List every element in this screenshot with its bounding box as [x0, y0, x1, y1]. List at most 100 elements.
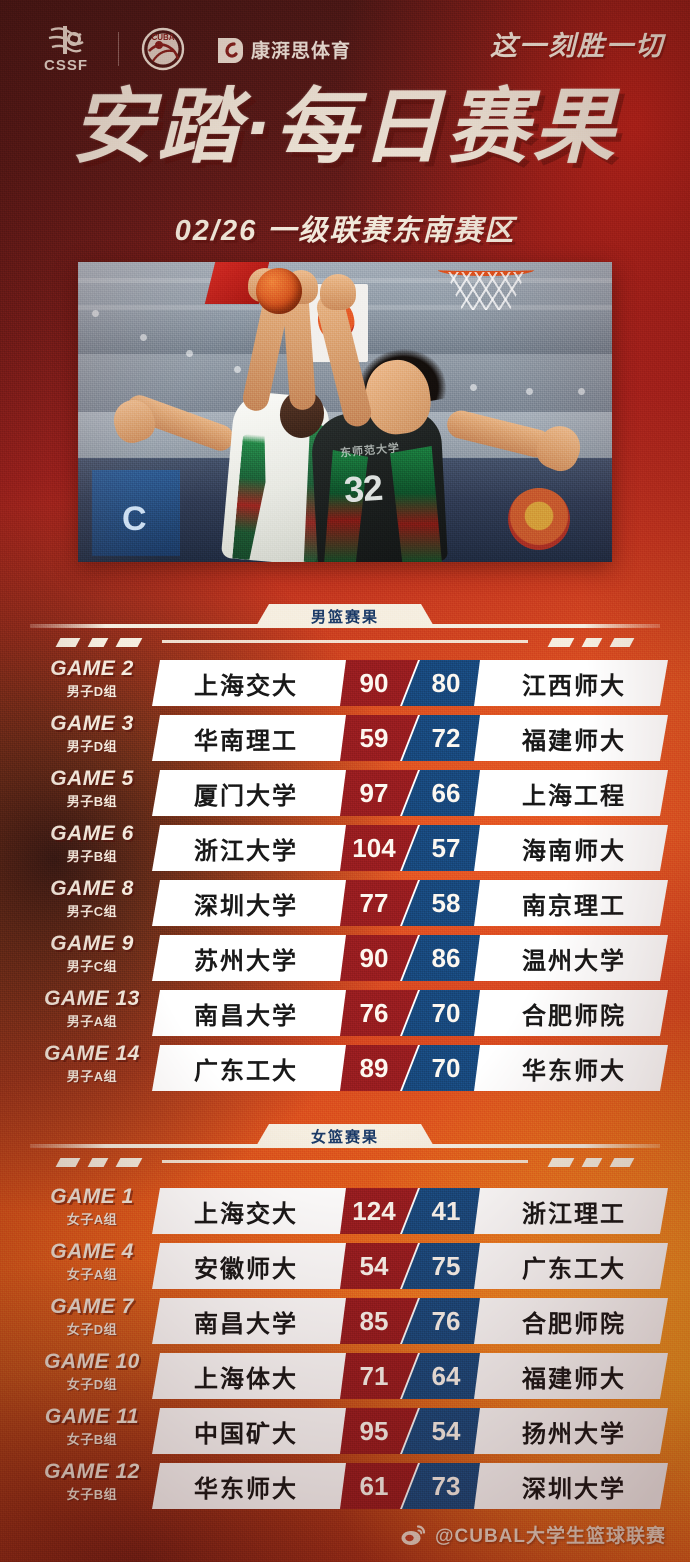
- game-group: 女子A组: [66, 1267, 118, 1283]
- game-label: GAME 4 女子A组: [22, 1240, 162, 1283]
- game-group: 女子A组: [66, 1212, 118, 1228]
- page-title: 安踏·每日赛果: [71, 82, 619, 173]
- home-team-name: 深圳大学: [194, 892, 298, 920]
- home-score: 61: [340, 1463, 418, 1509]
- game-result-row: GAME 14 男子A组 广东工大 89 70 华东师大: [0, 1042, 690, 1091]
- game-result-row: GAME 3 男子D组 华南理工 59 72 福建师大: [0, 712, 690, 761]
- footer-watermark: @CUBAL大学生篮球联赛: [401, 1521, 666, 1548]
- game-group: 男子C组: [66, 904, 118, 920]
- away-team-name: 海南师大: [522, 837, 626, 865]
- game-number: GAME 3: [50, 712, 134, 735]
- game-group: 女子D组: [66, 1322, 118, 1338]
- game-result-row: GAME 11 女子B组 中国矿大 95 54 扬州大学: [0, 1405, 690, 1454]
- game-label: GAME 3 男子D组: [22, 712, 162, 755]
- game-group: 男子A组: [66, 1069, 118, 1085]
- game-number: GAME 10: [44, 1350, 140, 1373]
- home-team-name: 安徽师大: [194, 1255, 298, 1283]
- photo-player-hand: [320, 274, 356, 310]
- header-bar: CSSF CUBA 康湃思体育: [0, 22, 690, 76]
- band-line: [162, 1160, 528, 1163]
- cssf-logo: CSSF: [34, 24, 98, 74]
- page-subtitle: 02/26 一级联赛东南赛区: [174, 215, 516, 247]
- game-result-row: GAME 13 男子A组 南昌大学 76 70 合肥师院: [0, 987, 690, 1036]
- game-label: GAME 6 男子B组: [22, 822, 162, 865]
- match-strip: 深圳大学 77 58 南京理工: [152, 880, 668, 926]
- home-team-name: 上海交大: [194, 1200, 298, 1228]
- away-team-name: 南京理工: [522, 892, 626, 920]
- match-strip: 中国矿大 95 54 扬州大学: [152, 1408, 668, 1454]
- home-team-name: 厦门大学: [194, 782, 298, 810]
- game-label: GAME 11 女子B组: [22, 1405, 162, 1448]
- score-box: 90 80: [340, 660, 480, 706]
- game-number: GAME 8: [50, 877, 134, 900]
- section-label-text: 男篮赛果: [310, 608, 380, 626]
- away-team-name: 深圳大学: [522, 1475, 626, 1503]
- match-strip: 华南理工 59 72 福建师大: [152, 715, 668, 761]
- home-score: 97: [340, 770, 418, 816]
- score-box: 71 64: [340, 1353, 480, 1399]
- score-box: 61 73: [340, 1463, 480, 1509]
- svg-text:CUBA: CUBA: [151, 33, 174, 42]
- home-team-name: 南昌大学: [194, 1002, 298, 1030]
- game-number: GAME 2: [50, 657, 134, 680]
- section-label-women: 女篮赛果: [255, 1124, 435, 1148]
- away-team-name: 合肥师院: [522, 1002, 626, 1030]
- game-label: GAME 12 女子B组: [22, 1460, 162, 1503]
- game-group: 女子B组: [66, 1487, 118, 1503]
- away-score: 72: [402, 715, 480, 761]
- score-box: 77 58: [340, 880, 480, 926]
- home-team-name: 上海体大: [194, 1365, 298, 1393]
- footer-text: @CUBAL大学生篮球联赛: [434, 1526, 666, 1547]
- results-list-women: GAME 1 女子A组 上海交大 124 41 浙江理工 GAME 4 女子A组 安徽师大 54 7…: [0, 1185, 690, 1518]
- game-result-row: GAME 9 男子C组 苏州大学 90 86 温州大学: [0, 932, 690, 981]
- photo-side-logo: [508, 488, 570, 550]
- game-label: GAME 1 女子A组: [22, 1185, 162, 1228]
- game-group: 男子D组: [66, 739, 118, 755]
- away-team-name: 福建师大: [522, 727, 626, 755]
- score-box: 85 76: [340, 1298, 480, 1344]
- game-label: GAME 7 女子D组: [22, 1295, 162, 1338]
- section-label-men: 男篮赛果: [255, 604, 435, 628]
- match-strip: 南昌大学 76 70 合肥师院: [152, 990, 668, 1036]
- game-result-row: GAME 8 男子C组 深圳大学 77 58 南京理工: [0, 877, 690, 926]
- away-team-name: 扬州大学: [522, 1420, 626, 1448]
- section-banner-women: 女篮赛果: [0, 1120, 690, 1172]
- away-team-name: 浙江理工: [522, 1200, 626, 1228]
- home-team-name: 上海交大: [194, 672, 298, 700]
- cssf-mark-icon: [43, 24, 89, 56]
- home-team-name: 苏州大学: [194, 947, 298, 975]
- game-result-row: GAME 10 女子D组 上海体大 71 64 福建师大: [0, 1350, 690, 1399]
- home-team-name: 华南理工: [194, 727, 298, 755]
- game-result-row: GAME 5 男子B组 厦门大学 97 66 上海工程: [0, 767, 690, 816]
- game-label: GAME 5 男子B组: [22, 767, 162, 810]
- match-strip: 上海体大 71 64 福建师大: [152, 1353, 668, 1399]
- game-group: 男子A组: [66, 1014, 118, 1030]
- score-box: 90 86: [340, 935, 480, 981]
- match-strip: 上海交大 124 41 浙江理工: [152, 1188, 668, 1234]
- hero-photo: C 东师范大学 32: [78, 262, 612, 562]
- away-team-name: 江西师大: [522, 672, 626, 700]
- game-result-row: GAME 12 女子B组 华东师大 61 73 深圳大学: [0, 1460, 690, 1509]
- home-team-name: 中国矿大: [194, 1420, 298, 1448]
- score-box: 104 57: [340, 825, 480, 871]
- game-result-row: GAME 1 女子A组 上海交大 124 41 浙江理工: [0, 1185, 690, 1234]
- game-result-row: GAME 6 男子B组 浙江大学 104 57 海南师大: [0, 822, 690, 871]
- photo-side-banner: [92, 470, 180, 556]
- photo-highlight: [78, 262, 612, 562]
- away-score: 70: [402, 990, 480, 1036]
- photo-basketball: [256, 268, 302, 314]
- away-score: 86: [402, 935, 480, 981]
- match-strip: 上海交大 90 80 江西师大: [152, 660, 668, 706]
- game-number: GAME 7: [50, 1295, 134, 1318]
- game-group: 男子C组: [66, 959, 118, 975]
- away-team-name: 上海工程: [522, 782, 626, 810]
- game-number: GAME 11: [44, 1405, 140, 1428]
- home-team-name: 广东工大: [194, 1057, 298, 1085]
- game-label: GAME 13 男子A组: [22, 987, 162, 1030]
- photo-court-letter: C: [122, 500, 147, 539]
- cuba-mark-icon: CUBA: [141, 27, 185, 71]
- game-label: GAME 10 女子D组: [22, 1350, 162, 1393]
- game-number: GAME 12: [44, 1460, 140, 1483]
- score-box: 89 70: [340, 1045, 480, 1091]
